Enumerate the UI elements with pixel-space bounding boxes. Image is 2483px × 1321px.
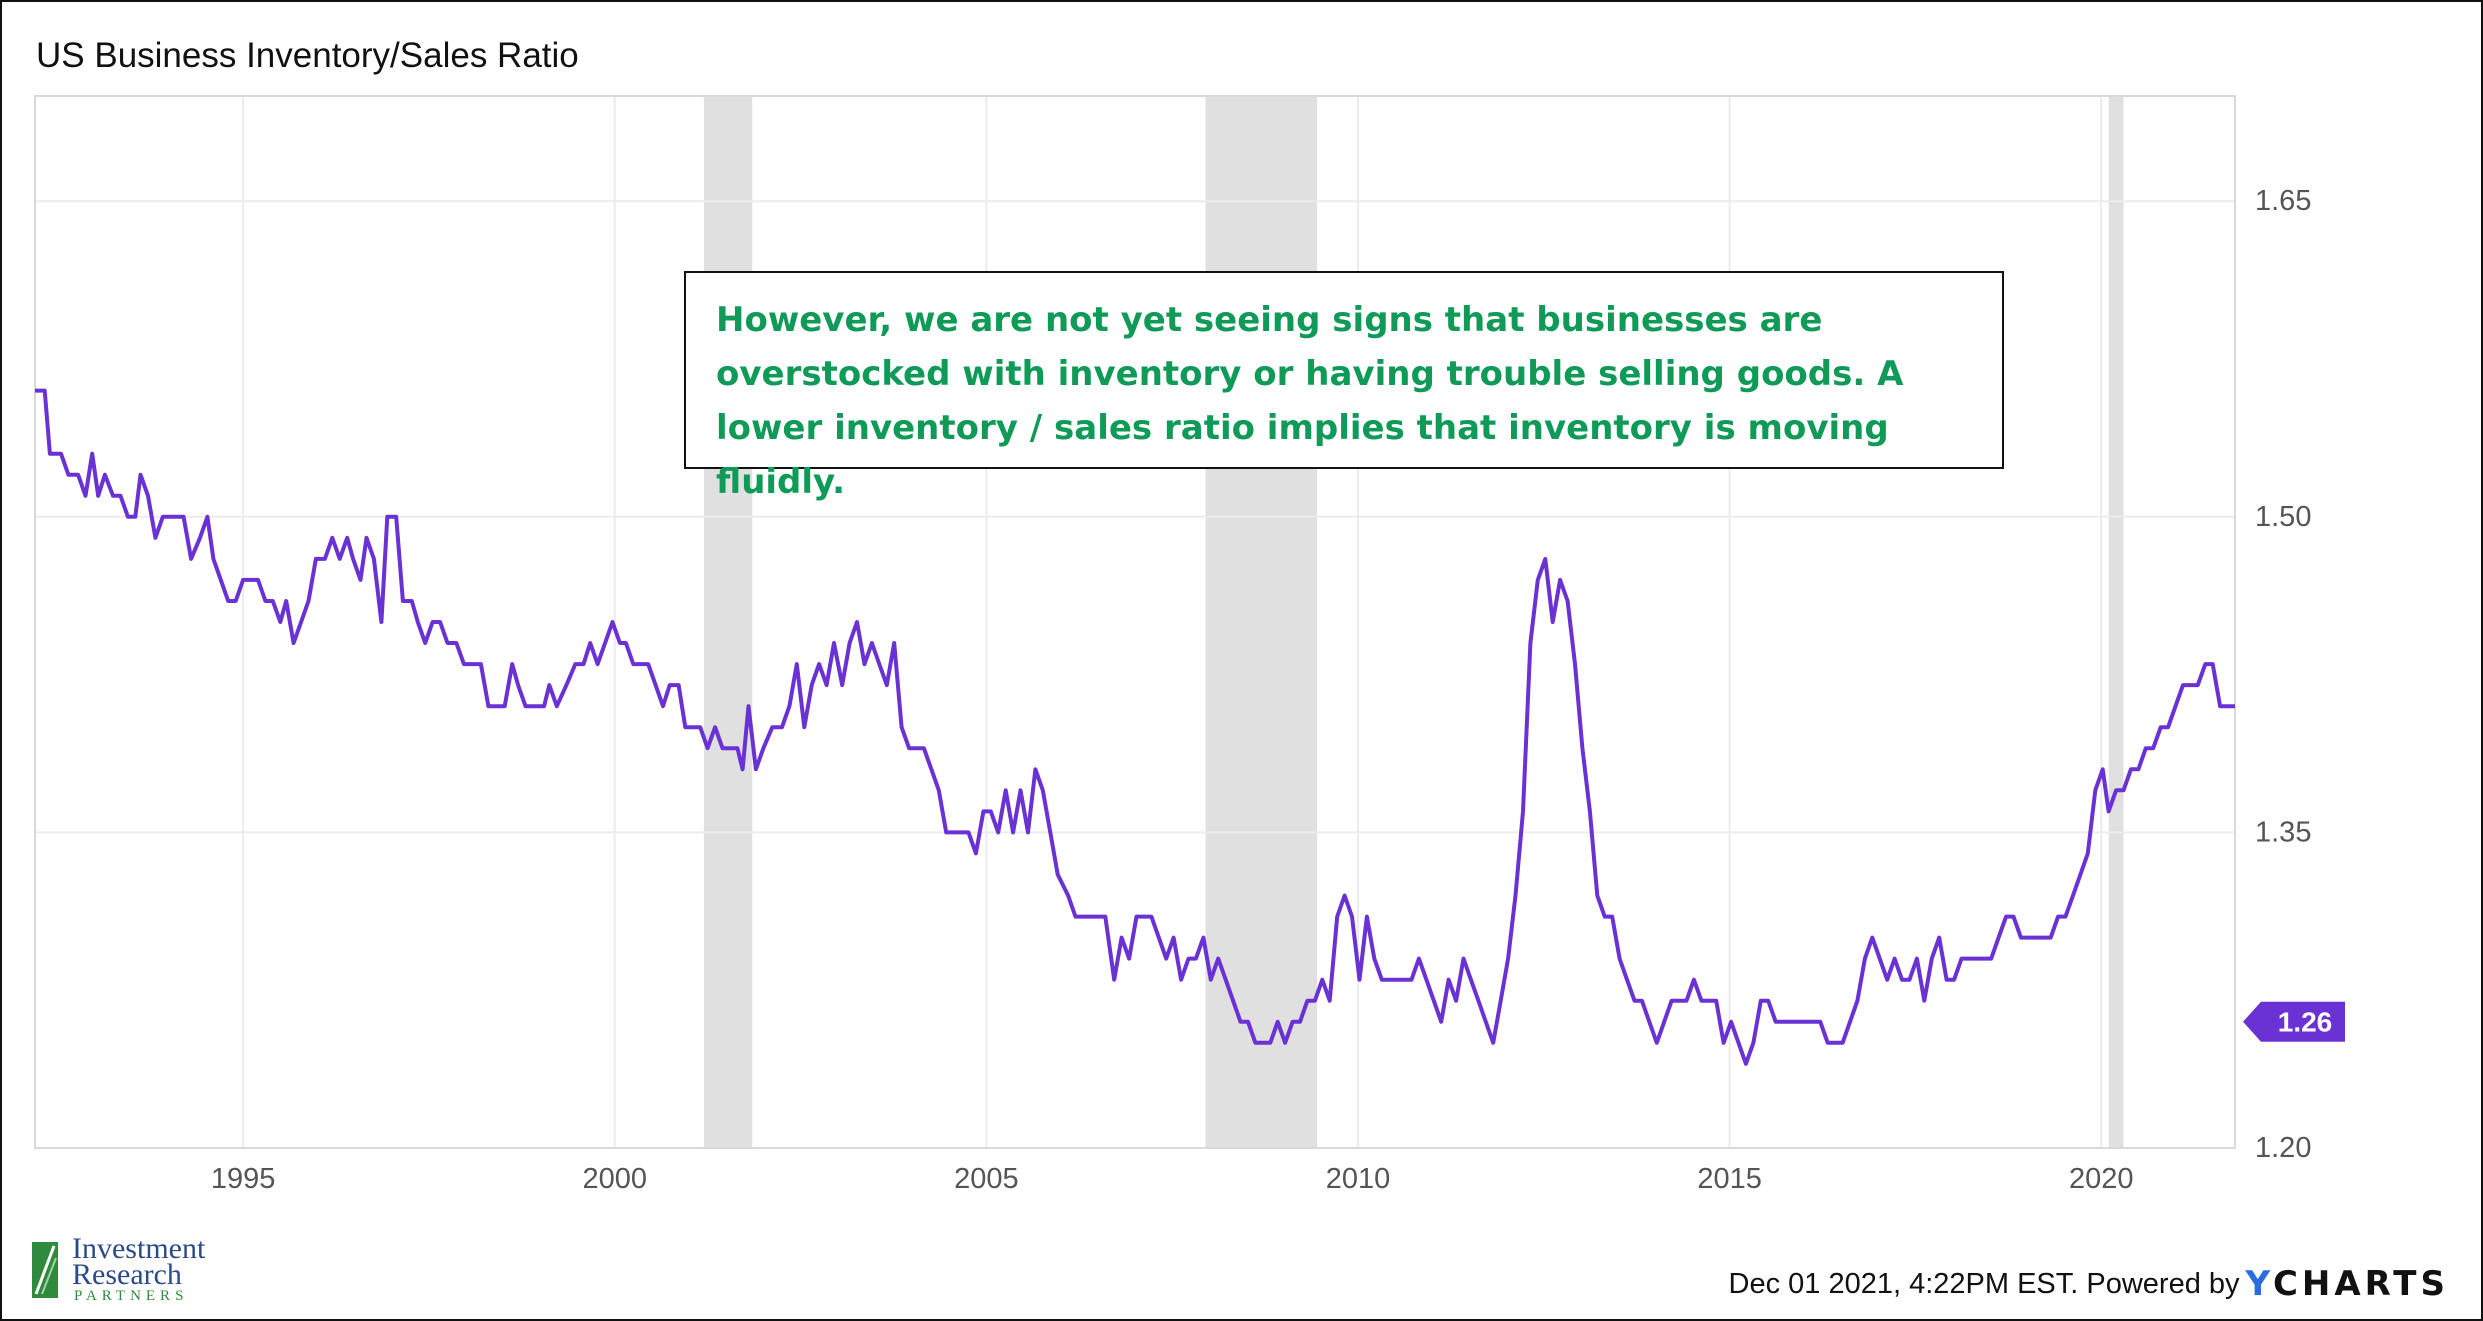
plot-border: [34, 95, 2236, 1149]
recession-band-2: [2108, 96, 2124, 1148]
chart-title: US Business Inventory/Sales Ratio: [36, 36, 579, 75]
last-value-label: 1.26: [2278, 1006, 2333, 1037]
logo-leaf-icon: [32, 1242, 58, 1298]
last-value-badge-shape: [2243, 1001, 2345, 1042]
last-value-badge: 1.26: [2243, 1001, 2345, 1042]
logo-line-1: Investment: [72, 1232, 206, 1265]
logo-line-2: Research: [72, 1258, 182, 1291]
x-tick-label-2020: 2020: [2069, 1163, 2134, 1195]
investment-research-partners-logo: Investment Research PARTNERS: [32, 1232, 262, 1304]
x-tick-label-2000: 2000: [582, 1163, 647, 1195]
series-line: [35, 388, 2235, 1066]
annotation-text: However, we are not yet seeing signs tha…: [716, 300, 1904, 502]
grid-lines: [35, 96, 2235, 1148]
y-tick-label-3: 1.65: [2255, 185, 2311, 217]
ycharts-logo-y: Y: [2245, 1264, 2273, 1304]
recession-band-1: [1205, 96, 1318, 1148]
footer-timestamp: Dec 01 2021, 4:22PM EST. Powered by: [1728, 1267, 2240, 1300]
annotation-box: However, we are not yet seeing signs tha…: [684, 271, 2004, 502]
x-tick-label-2005: 2005: [954, 1163, 1019, 1195]
recession-band-0: [703, 96, 753, 1148]
x-axis-ticks: 1995 2000 2005 2010 2015 2020: [211, 1163, 2134, 1195]
y-tick-label-0: 1.20: [2255, 1132, 2311, 1164]
ycharts-logo-text: CHARTS: [2272, 1264, 2449, 1304]
recession-bands: [703, 96, 2124, 1148]
x-tick-label-1995: 1995: [211, 1163, 276, 1195]
y-tick-label-2: 1.50: [2255, 501, 2311, 533]
ycharts-logo: YCHARTS: [2246, 1264, 2449, 1304]
y-axis-ticks: 1.20 1.35 1.50 1.65: [2255, 185, 2311, 1164]
x-tick-label-2015: 2015: [1697, 1163, 1762, 1195]
y-tick-label-1: 1.35: [2255, 816, 2311, 848]
x-tick-label-2010: 2010: [1326, 1163, 1391, 1195]
footer: Dec 01 2021, 4:22PM EST. Powered by YCHA…: [1729, 1264, 2450, 1304]
logo-line-3: PARTNERS: [74, 1288, 189, 1304]
